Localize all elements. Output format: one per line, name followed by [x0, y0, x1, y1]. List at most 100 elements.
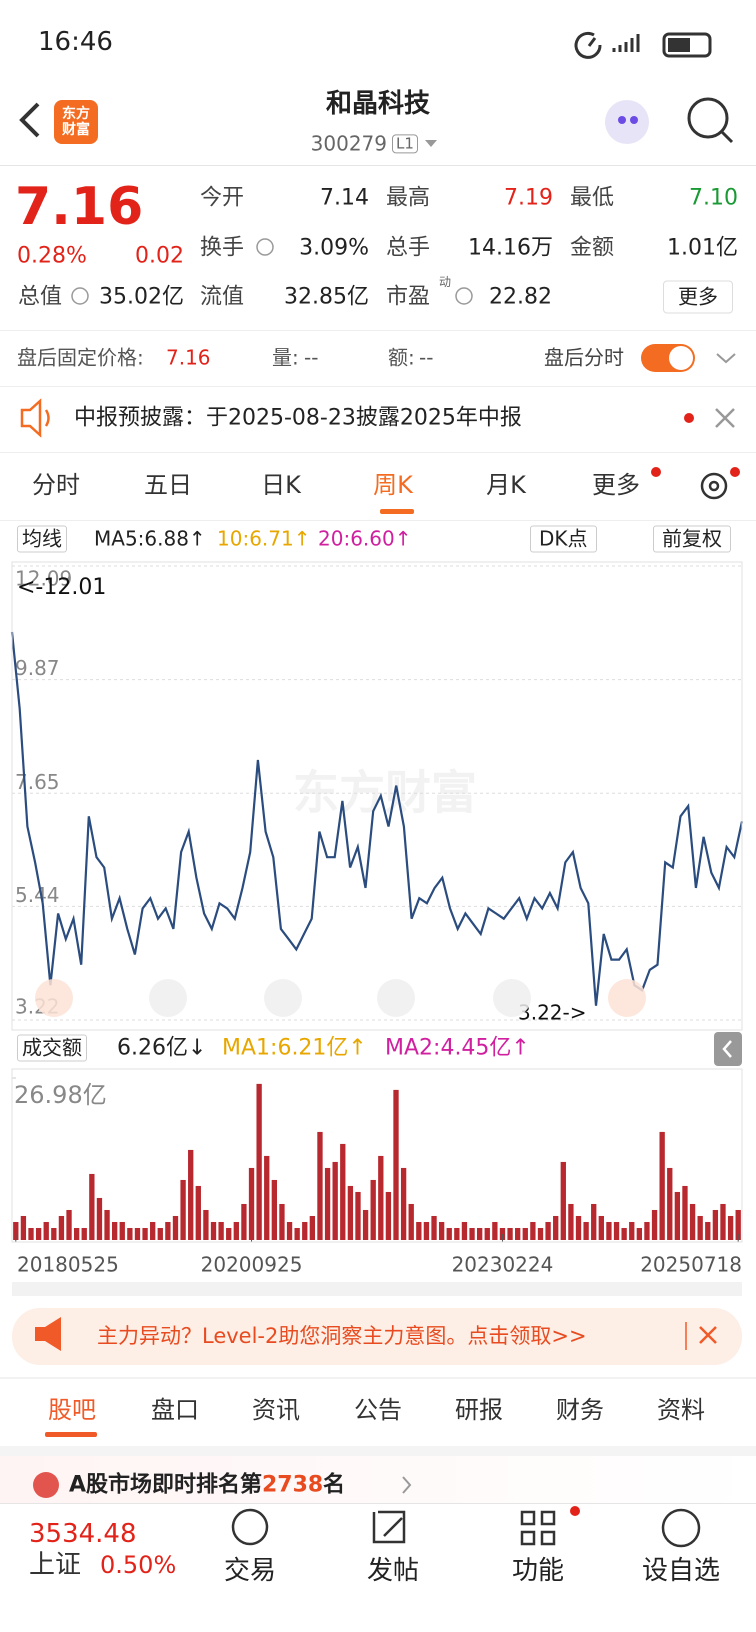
assistant-eye [630, 116, 638, 124]
quote-divider [0, 330, 756, 331]
content-tab[interactable]: 研报 [455, 1396, 503, 1425]
function-icon[interactable] [520, 1510, 556, 1546]
volume-bar [256, 1083, 262, 1240]
promo-banner[interactable] [12, 1308, 742, 1365]
volume-bar [210, 1221, 217, 1240]
battery-icon [662, 32, 712, 58]
collapse-arrow [722, 1040, 732, 1058]
trade-icon[interactable] [231, 1508, 269, 1546]
post-icon[interactable] [372, 1510, 406, 1544]
period-tab[interactable]: 分时 [32, 471, 80, 500]
zoom-control[interactable] [608, 979, 646, 1017]
promo-text[interactable]: 主力异动？Level-2助您洞察主力意图。点击领取>> [97, 1323, 587, 1348]
volume-bar [515, 1227, 521, 1240]
last-price: 7.16 [15, 177, 144, 238]
content-tab[interactable]: 资讯 [252, 1396, 300, 1425]
dropdown-icon[interactable] [425, 140, 437, 147]
info-icon[interactable] [256, 238, 274, 256]
field-label: 换手 [200, 235, 245, 261]
period-tab[interactable]: 更多 [592, 471, 640, 500]
close-button[interactable] [715, 408, 735, 428]
change-amount: 0.02 [135, 243, 184, 269]
adjust-button[interactable]: 前复权 [653, 525, 731, 553]
speaker-icon [20, 398, 50, 438]
volume-bar [583, 1221, 589, 1240]
volume-bar [51, 1227, 57, 1240]
settings-button[interactable] [700, 472, 728, 500]
nav-item[interactable]: 功能 [511, 1556, 565, 1587]
index-name: 上证 [29, 1550, 82, 1581]
unread-dot [684, 413, 694, 423]
battery-level [668, 38, 690, 52]
ranking-arrow[interactable] [402, 1476, 412, 1494]
content-tab[interactable]: 资料 [657, 1396, 705, 1425]
info-icon[interactable] [71, 287, 89, 305]
content-tab[interactable]: 股吧 [48, 1396, 96, 1425]
period-tab[interactable]: 周K [373, 471, 413, 500]
nav-item[interactable]: 发帖 [366, 1556, 420, 1587]
logo-bg [54, 100, 98, 144]
zoom-control[interactable] [35, 979, 73, 1017]
volume-bar [188, 1149, 194, 1240]
info-icon[interactable] [455, 287, 473, 305]
search-handle [720, 130, 734, 144]
volume-bar [271, 1179, 278, 1240]
field-label: 最高 [386, 185, 431, 211]
volume-bar [575, 1215, 582, 1240]
ma-value: MA5:6.88↑ [94, 526, 206, 551]
after-hours-toggle[interactable]: 盘后分时 [544, 345, 624, 370]
separator-band [0, 1446, 756, 1456]
volume-bar [20, 1215, 27, 1240]
content-tab[interactable]: 盘口 [151, 1396, 199, 1425]
search-button[interactable] [687, 97, 729, 139]
nav-item[interactable]: 交易 [223, 1556, 277, 1587]
volume-bar [507, 1227, 513, 1240]
volume-bar [241, 1203, 247, 1240]
volume-bar [522, 1227, 528, 1240]
volume-bar [385, 1191, 392, 1240]
more-button[interactable]: 更多 [663, 280, 733, 314]
volume-bar [233, 1221, 239, 1240]
zoom-control[interactable] [264, 979, 302, 1017]
volume-bar [302, 1221, 308, 1240]
dk-button[interactable]: DK点 [530, 525, 597, 553]
expand-icon[interactable] [716, 353, 736, 364]
volume-bar [393, 1089, 399, 1240]
volume-bar [461, 1221, 468, 1240]
volume-bar [89, 1173, 95, 1240]
index-value[interactable]: 3534.48 [29, 1519, 137, 1550]
nav-item[interactable]: 设自选 [641, 1556, 721, 1587]
price-line [10, 631, 744, 1006]
collapse-button[interactable] [714, 1032, 742, 1066]
assistant-icon[interactable] [605, 100, 649, 144]
zoom-control[interactable] [493, 979, 531, 1017]
notice-text[interactable]: 中报预披露：于2025-08-23披露2025年中报 [74, 405, 522, 431]
volume-bar [43, 1221, 49, 1240]
volume-bar [727, 1215, 734, 1240]
volume-indicator[interactable]: 成交额 [17, 1034, 87, 1062]
promo-close[interactable] [699, 1326, 717, 1344]
zoom-control[interactable] [377, 979, 415, 1017]
volume-bar [651, 1209, 658, 1240]
volume-bar [203, 1209, 209, 1240]
y-tick-label: 9.87 [15, 656, 60, 680]
bottom-nav [0, 1503, 756, 1632]
ranking-bar[interactable] [0, 1456, 756, 1504]
period-tab[interactable]: 月K [486, 471, 526, 500]
field-value: 7.19 [504, 185, 553, 211]
period-tab[interactable]: 五日 [144, 471, 192, 500]
content-tab[interactable]: 公告 [354, 1396, 402, 1425]
zoom-control[interactable] [149, 979, 187, 1017]
content-tab[interactable]: 财务 [556, 1396, 604, 1425]
period-tab[interactable]: 日K [261, 471, 301, 500]
volume-ma: MA1:6.21亿↑ [222, 1035, 367, 1061]
field-label: 最低 [570, 185, 615, 211]
change-percent: 0.28% [17, 243, 87, 269]
watchlist-icon[interactable] [661, 1508, 701, 1548]
volume-ma: MA2:4.45亿↑ [385, 1035, 530, 1061]
ma-value: 10:6.71↑ [217, 526, 311, 551]
indicator-select[interactable]: 均线 [17, 525, 67, 553]
back-button[interactable] [19, 102, 40, 138]
volume-bar [370, 1179, 376, 1240]
